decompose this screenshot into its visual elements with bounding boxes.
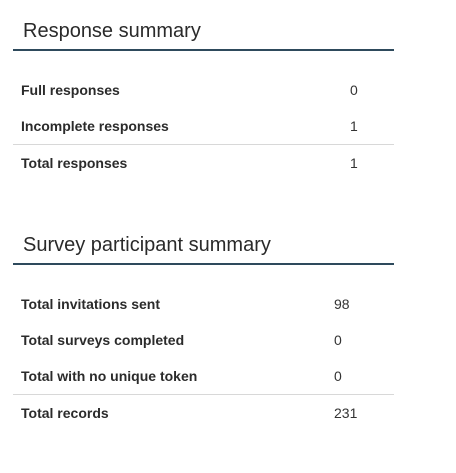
row-value: 1 [350, 118, 358, 134]
table-row-surveys-completed: Total surveys completed 0 [13, 322, 394, 358]
row-label: Full responses [21, 82, 120, 98]
participant-summary-table: Total invitations sent 98 Total surveys … [13, 286, 394, 432]
row-value: 0 [350, 82, 358, 98]
table-row-no-unique-token: Total with no unique token 0 [13, 358, 394, 394]
total-label: Total responses [21, 155, 128, 171]
row-value: 0 [334, 332, 342, 348]
response-summary-panel: Response summary Full responses 0 Incomp… [13, 0, 394, 182]
response-summary-title: Response summary [13, 0, 394, 51]
table-row-invitations-sent: Total invitations sent 98 [13, 286, 394, 322]
row-label: Incomplete responses [21, 118, 169, 134]
total-value: 1 [350, 155, 358, 171]
table-row-incomplete-responses: Incomplete responses 1 [13, 108, 394, 144]
participant-summary-panel: Survey participant summary Total invitat… [13, 214, 394, 432]
participant-summary-title: Survey participant summary [13, 214, 394, 265]
table-row-full-responses: Full responses 0 [13, 72, 394, 108]
response-summary-table: Full responses 0 Incomplete responses 1 … [13, 72, 394, 182]
table-row-total-responses: Total responses 1 [13, 144, 394, 182]
row-label: Total surveys completed [21, 332, 185, 348]
table-row-total-records: Total records 231 [13, 394, 394, 432]
total-label: Total records [21, 405, 109, 421]
row-value: 98 [334, 296, 350, 312]
total-value: 231 [334, 405, 358, 421]
row-value: 0 [334, 368, 342, 384]
row-label: Total with no unique token [21, 368, 198, 384]
row-label: Total invitations sent [21, 296, 160, 312]
